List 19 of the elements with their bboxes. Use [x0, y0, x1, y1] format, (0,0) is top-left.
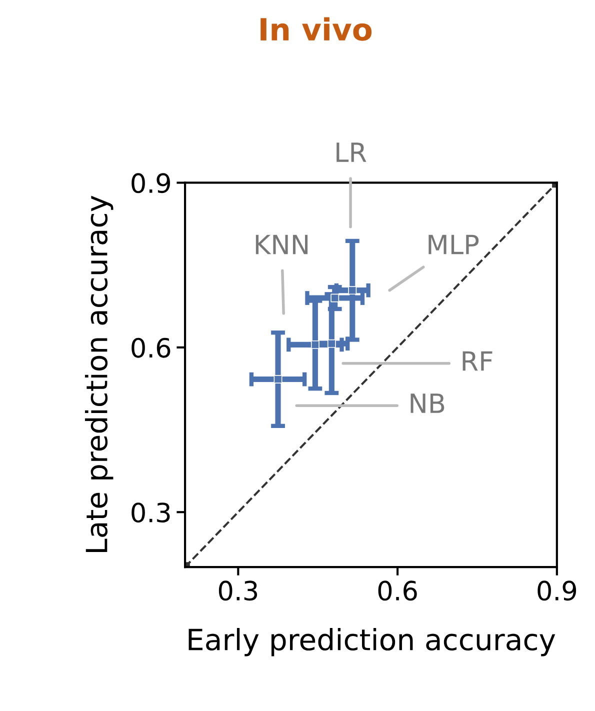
- annotation: RF: [462, 351, 492, 371]
- annotation: KNN: [256, 234, 308, 254]
- x-tick-label: 0.3: [218, 580, 258, 601]
- x-axis-title: Early prediction accuracy: [188, 628, 556, 656]
- y-axis-title: Late prediction accuracy: [84, 196, 114, 552]
- point: [274, 375, 282, 384]
- point: [330, 294, 340, 302]
- annotation: MLP: [428, 234, 479, 254]
- y-tick-label: 0.9: [132, 173, 170, 194]
- x-tick-label: 0.6: [378, 580, 417, 601]
- annotation: NB: [410, 394, 444, 413]
- point: [327, 339, 336, 348]
- point: [310, 340, 320, 349]
- y-tick-label: 0.3: [132, 502, 170, 523]
- text: LR: [336, 142, 366, 162]
- point: [348, 286, 357, 295]
- y-tick-label: 0.6: [132, 338, 170, 358]
- chart-title: In vivo: [260, 17, 372, 41]
- x-tick-label: 0.9: [538, 580, 576, 601]
